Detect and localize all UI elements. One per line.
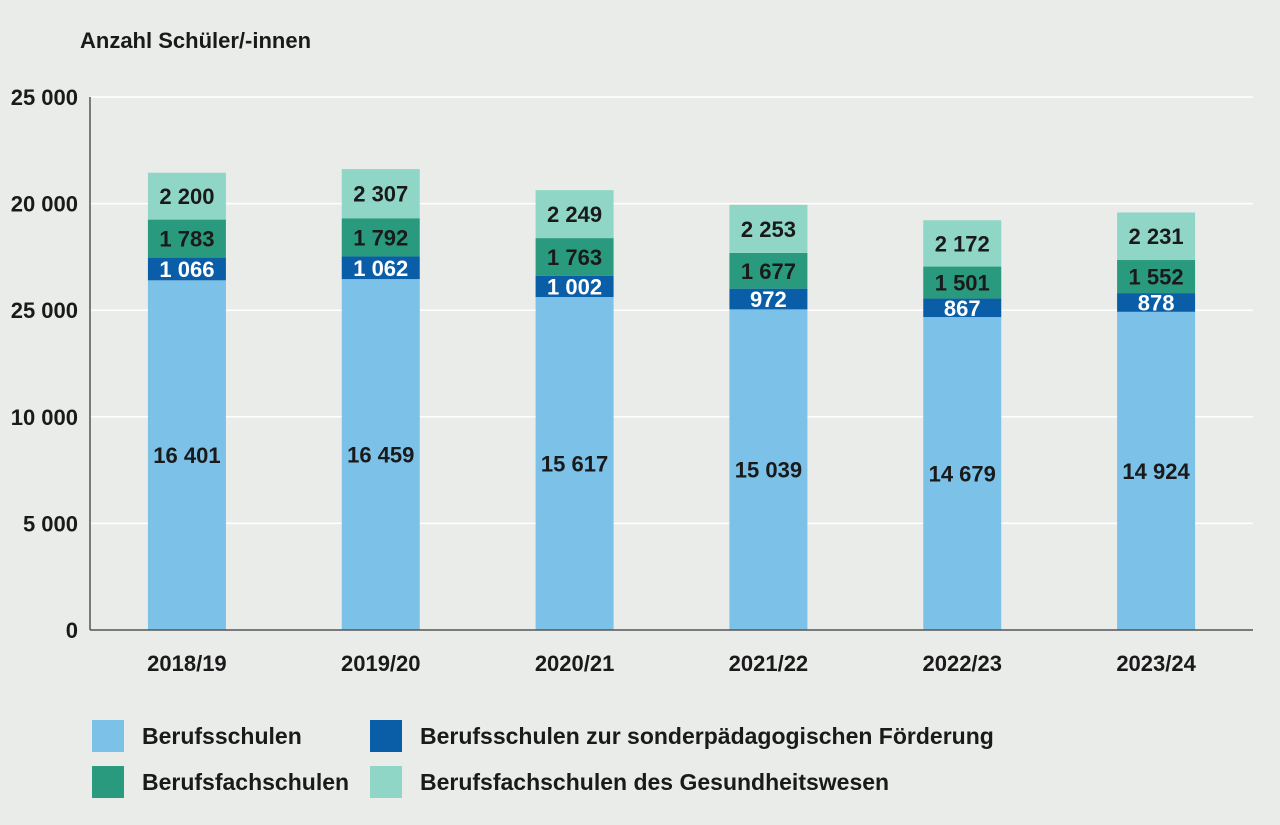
bar-segment (341, 169, 420, 219)
legend-swatch (92, 720, 124, 752)
bar-segment (341, 256, 420, 280)
bar-segment (147, 257, 226, 281)
legend-item-sonderpaedagogisch: Berufsschulen zur sonderpädagogischen Fö… (370, 720, 994, 752)
x-tick-label: 2018/19 (147, 651, 227, 676)
x-tick-label: 2023/24 (1116, 651, 1196, 676)
bar-segment (147, 280, 226, 630)
bar-segment (923, 266, 1002, 299)
legend-item-berufsschulen: Berufsschulen (92, 720, 302, 752)
x-tick-label: 2019/20 (341, 651, 421, 676)
bar-segment (729, 252, 808, 289)
data-label: 2 231 (1129, 224, 1184, 249)
x-tick-label: 2020/21 (535, 651, 615, 676)
data-label: 878 (1138, 290, 1175, 315)
data-label: 1 763 (547, 245, 602, 270)
bar-segment (1117, 212, 1196, 261)
data-label: 2 249 (547, 202, 602, 227)
y-tick-label: 25 000 (11, 298, 78, 323)
data-label: 1 501 (935, 271, 990, 296)
data-label: 14 679 (929, 462, 996, 487)
data-label: 867 (944, 296, 981, 321)
grid-lines (90, 96, 1253, 525)
bar-segment (535, 275, 614, 298)
data-label: 16 459 (347, 443, 414, 468)
bar-segment (729, 288, 808, 310)
data-label: 1 783 (159, 227, 214, 252)
bar-segment (535, 238, 614, 276)
x-tick-label: 2021/22 (729, 651, 809, 676)
y-tick-label: 20 000 (11, 192, 78, 217)
data-label: 14 924 (1122, 459, 1190, 484)
data-label: 2 307 (353, 182, 408, 207)
legend-item-gesundheitswesen: Berufsfachschulen des Gesundheitswesen (370, 766, 889, 798)
bar-segment (341, 218, 420, 257)
data-label: 15 039 (735, 458, 802, 483)
legend-swatch (370, 766, 402, 798)
data-label: 2 253 (741, 217, 796, 242)
y-tick-label: 25 000 (11, 85, 78, 110)
data-label: 1 002 (547, 274, 602, 299)
legend-swatch (370, 720, 402, 752)
bar-segment (923, 298, 1002, 318)
data-label: 1 066 (159, 257, 214, 282)
data-label: 16 401 (153, 443, 220, 468)
bar-segment (147, 172, 226, 220)
y-tick-label: 0 (66, 618, 78, 643)
y-tick-label: 5 000 (23, 511, 78, 536)
bar-segment (535, 190, 614, 239)
bar-segment (729, 204, 808, 253)
data-label: 972 (750, 287, 787, 312)
bar-segment (729, 309, 808, 630)
bar-segment (1117, 293, 1196, 312)
bar-segment (923, 317, 1002, 630)
legend-label: Berufsfachschulen des Gesundheitswesen (420, 768, 890, 795)
x-tick-label: 2022/23 (922, 651, 1002, 676)
data-labels: 16 401 1 066 1 783 2 200 16 459 1 062 1 792 2 3… (153, 182, 1190, 487)
bar-segment (1117, 311, 1196, 630)
bar-segment (535, 297, 614, 630)
data-label: 1 677 (741, 259, 796, 284)
data-label: 1 552 (1129, 265, 1184, 290)
data-label: 1 062 (353, 256, 408, 281)
legend-label: Berufsschulen (142, 722, 302, 749)
bar-segment (341, 279, 420, 630)
legend-swatch (92, 766, 124, 798)
bar-segment (147, 219, 226, 258)
data-label: 2 172 (935, 231, 990, 256)
y-tick-label: 10 000 (11, 405, 78, 430)
data-label: 1 792 (353, 225, 408, 250)
legend-item-berufsfachschulen: Berufsfachschulen (92, 766, 349, 798)
legend-label: Berufsschulen zur sonderpädagogischen Fö… (420, 722, 994, 749)
bars (147, 169, 1196, 630)
y-axis-title: Anzahl Schüler/-innen (80, 28, 311, 53)
data-label: 15 617 (541, 452, 608, 477)
axes: 0 5 000 10 000 25 000 20 000 25 000 2018/19 201… (11, 85, 1253, 676)
legend-label: Berufsfachschulen (142, 768, 350, 795)
bar-segment (1117, 260, 1196, 294)
data-label: 2 200 (159, 184, 214, 209)
bar-segment (923, 220, 1002, 267)
